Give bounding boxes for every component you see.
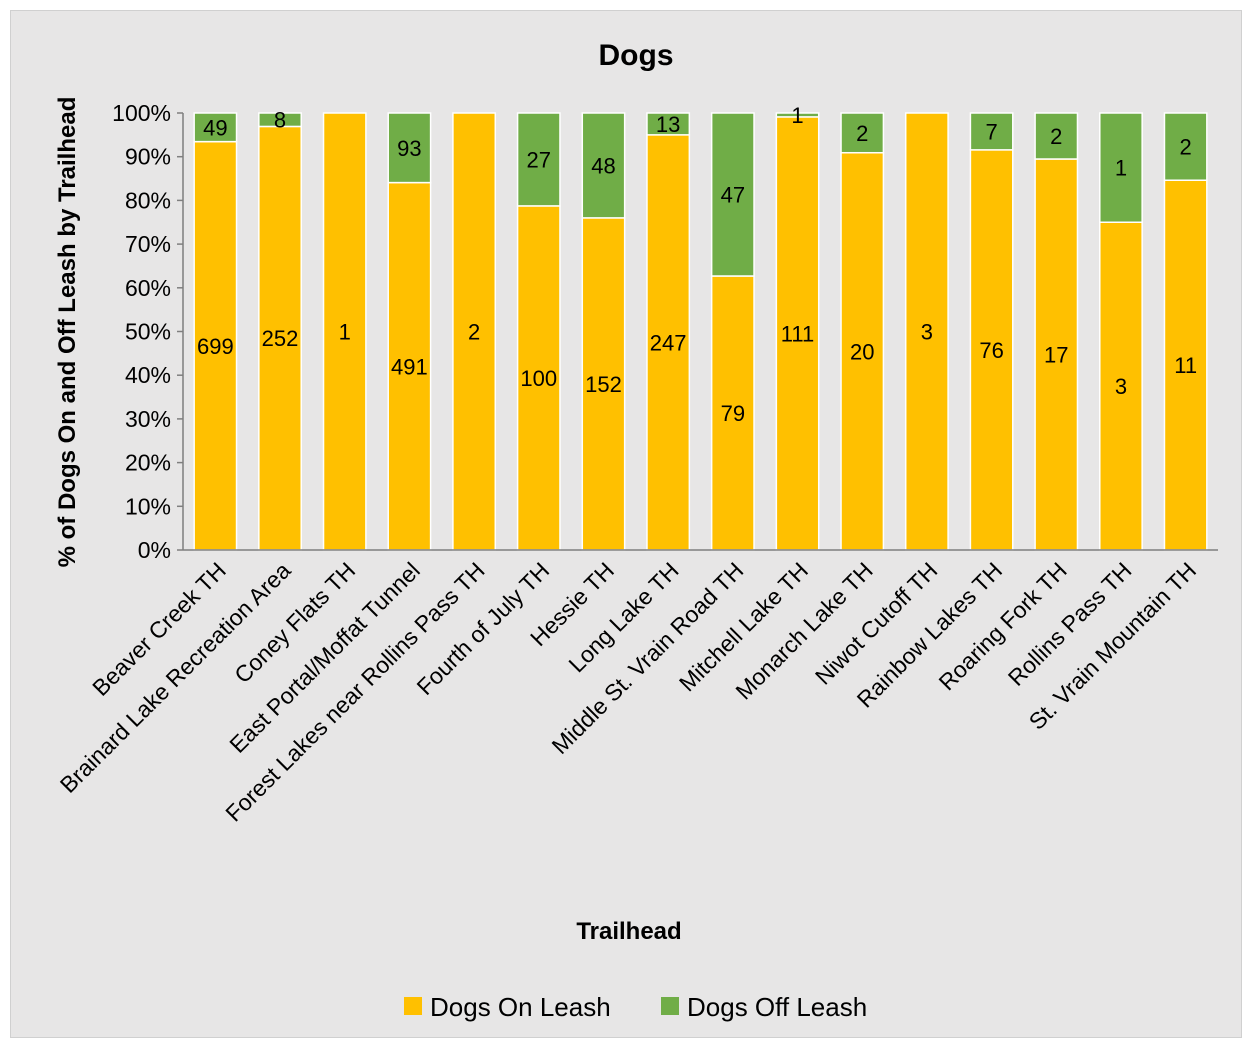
bar-on-leash — [581, 217, 626, 551]
data-label-on-leash: 3 — [1115, 374, 1127, 399]
x-axis-title: Trailhead — [576, 918, 681, 945]
data-label-on-leash: 699 — [197, 334, 234, 359]
bar-off-leash — [1163, 112, 1208, 181]
data-label-off-leash: 48 — [591, 153, 615, 178]
data-label-off-leash: 2 — [1180, 135, 1192, 160]
bar-on-leash — [322, 112, 367, 551]
data-label-on-leash: 100 — [520, 366, 557, 391]
bar-on-leash — [387, 181, 432, 551]
data-label-off-leash: 1 — [791, 103, 803, 128]
bar-on-leash — [1034, 158, 1079, 551]
y-tick-label: 40% — [125, 362, 171, 388]
bar-off-leash — [1034, 112, 1079, 160]
data-label-on-leash: 20 — [850, 339, 874, 364]
y-tick-label: 60% — [125, 275, 171, 301]
data-label-off-leash: 27 — [527, 147, 551, 172]
bar-off-leash — [710, 112, 755, 277]
legend-label: Dogs Off Leash — [687, 992, 867, 1022]
bar-on-leash — [516, 205, 561, 551]
data-label-on-leash: 2 — [468, 320, 480, 345]
bar-on-leash — [452, 112, 497, 551]
data-label-on-leash: 11 — [1174, 353, 1197, 378]
bar-off-leash — [775, 112, 820, 118]
data-label-off-leash: 1 — [1115, 156, 1127, 181]
data-label-off-leash: 47 — [721, 183, 745, 208]
bar-off-leash — [969, 112, 1014, 151]
bar-off-leash — [387, 112, 432, 184]
bar-on-leash — [1099, 221, 1143, 551]
bar-off-leash — [840, 112, 885, 154]
y-tick-label: 20% — [125, 450, 171, 476]
data-label-off-leash: 2 — [1050, 124, 1062, 149]
bar-off-leash — [193, 112, 238, 143]
data-label-on-leash: 252 — [262, 326, 299, 351]
data-label-on-leash: 3 — [921, 320, 933, 345]
plot-area: 0%10%20%30%40%50%60%70%80%90%100%69949Be… — [55, 100, 1218, 827]
y-tick-label: 90% — [125, 144, 171, 170]
data-label-on-leash: 152 — [585, 372, 622, 397]
y-tick-label: 100% — [112, 100, 171, 126]
bar-on-leash — [258, 125, 302, 551]
y-tick-label: 50% — [125, 319, 171, 345]
data-label-off-leash: 8 — [274, 108, 286, 133]
bar-off-leash — [646, 112, 691, 136]
y-tick-label: 30% — [125, 406, 171, 432]
bar-off-leash — [1099, 112, 1143, 223]
data-label-on-leash: 17 — [1044, 343, 1068, 368]
legend-label: Dogs On Leash — [430, 992, 611, 1022]
y-tick-label: 10% — [125, 493, 171, 519]
data-label-on-leash: 491 — [391, 354, 428, 379]
y-tick-label: 80% — [125, 187, 171, 213]
bar-off-leash — [258, 112, 302, 128]
bar-off-leash — [516, 112, 561, 207]
data-label-on-leash: 79 — [721, 401, 745, 426]
bar-off-leash — [581, 112, 626, 219]
data-label-off-leash: 7 — [985, 119, 997, 144]
y-tick-label: 0% — [138, 537, 171, 563]
data-label-on-leash: 247 — [650, 330, 687, 355]
chart-title: Dogs — [599, 39, 674, 72]
y-tick-label: 70% — [125, 231, 171, 257]
legend-swatch — [661, 997, 679, 1015]
legend-swatch — [404, 997, 422, 1015]
data-label-off-leash: 2 — [856, 121, 868, 146]
data-label-on-leash: 1 — [339, 320, 351, 345]
legend: Dogs On Leash Dogs Off Leash — [404, 992, 867, 1022]
data-label-on-leash: 76 — [979, 338, 1003, 363]
bar-on-leash — [1163, 179, 1208, 551]
data-label-off-leash: 13 — [656, 112, 680, 137]
bar-on-leash — [904, 112, 949, 551]
data-label-off-leash: 93 — [397, 136, 421, 161]
bar-on-leash — [775, 116, 820, 551]
data-label-off-leash: 49 — [203, 115, 227, 140]
data-label-on-leash: 111 — [781, 321, 814, 346]
y-axis-title: % of Dogs On and Off Leash by Trailhead — [54, 97, 81, 568]
